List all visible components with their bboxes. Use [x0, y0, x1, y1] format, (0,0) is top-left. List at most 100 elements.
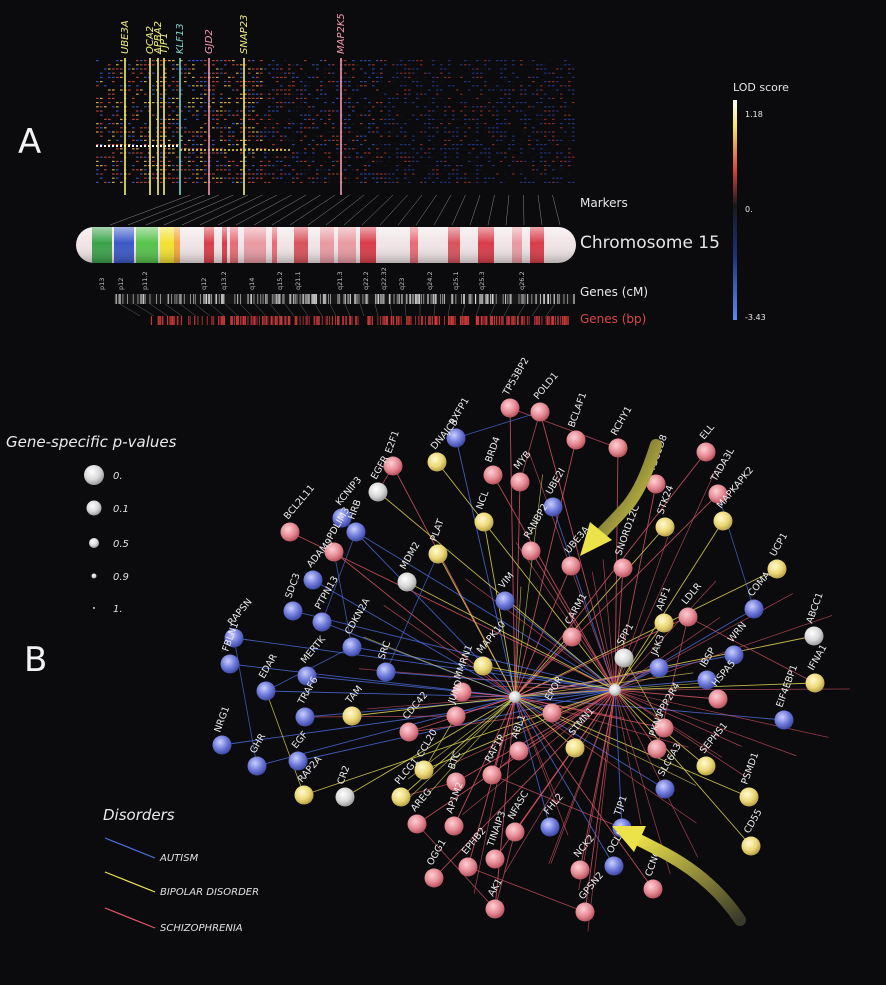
gene-node-tam[interactable]: TAM: [342, 684, 366, 726]
gene-node-eif4ebp1[interactable]: EIF4EBP1: [774, 663, 800, 730]
gene-node-bcl2l11[interactable]: BCL2L11: [280, 483, 318, 542]
gene-node-sdc3[interactable]: SDC3: [283, 572, 303, 621]
heatmap-cell: [268, 139, 271, 141]
gene-node-coma[interactable]: COMA: [744, 569, 774, 619]
heatmap-cell: [456, 135, 459, 137]
gene-node-plat[interactable]: PLAT: [428, 518, 448, 564]
heatmap-cell: [312, 139, 315, 141]
gene-bp-tick: [451, 316, 453, 325]
gene-cm-tick: [380, 294, 381, 304]
heatmap-cell: [404, 152, 407, 154]
gene-node-tinaip3[interactable]: TINAIP3: [485, 810, 508, 869]
network-edge: [614, 689, 642, 825]
heatmap-cell: [328, 81, 331, 83]
gene-node-cr2[interactable]: CR2: [335, 764, 355, 807]
heatmap-cell: [228, 102, 231, 104]
gene-node-brd4[interactable]: BRD4: [483, 435, 503, 485]
gene-bp-tick: [452, 316, 454, 325]
heatmap-cell: [324, 93, 327, 95]
heatmap-cell: [508, 89, 511, 91]
gene-node-src[interactable]: SRC: [376, 639, 396, 682]
heatmap-cell: [236, 165, 239, 167]
heatmap-cell: [224, 72, 227, 74]
gene-cm-tick: [527, 294, 529, 304]
gene-node-edar[interactable]: EDAR: [256, 652, 280, 701]
heatmap-cell: [236, 139, 239, 141]
gene-node-nrg1[interactable]: NRG1: [212, 705, 232, 755]
gene-node-ucp1[interactable]: UCP1: [767, 531, 791, 579]
gene-node-mdm2[interactable]: MDM2: [397, 540, 423, 592]
heatmap-cell: [568, 181, 571, 183]
gene-node-cd55[interactable]: CD55: [741, 807, 765, 856]
heatmap-cell: [200, 60, 203, 62]
heatmap-cell: [244, 127, 247, 129]
heatmap-cell: [140, 89, 143, 91]
gene-node-ranbp2[interactable]: RANBP2: [521, 502, 551, 561]
gene-node-ldlr[interactable]: LDLR: [678, 581, 705, 627]
gene-node-ell[interactable]: ELL: [696, 422, 718, 462]
gene-bp-tick: [264, 316, 266, 325]
gene-bp-connector: [254, 303, 267, 317]
gene-node-arf1[interactable]: ARF1: [654, 585, 674, 633]
gene-node-fbln1[interactable]: FBLN1: [220, 621, 241, 674]
gene-node-pold1[interactable]: POLD1: [530, 370, 561, 422]
gene-node-egfr[interactable]: EGFR: [368, 454, 392, 502]
gene-node-jund[interactable]: JUND: [446, 679, 466, 726]
gene-node-spp1[interactable]: SPP1: [614, 622, 637, 668]
heatmap-cell: [248, 60, 251, 62]
gene-node-ghr[interactable]: GHR: [247, 731, 269, 776]
gene-node-hspa5[interactable]: HSPA5: [708, 658, 739, 709]
gene-node-circle: [407, 814, 427, 834]
heatmap-cell: [116, 102, 119, 104]
gene-node-ogg1[interactable]: OGG1: [424, 838, 449, 888]
gene-bp-tick: [501, 316, 503, 325]
gene-node-abcc1[interactable]: ABCC1: [804, 591, 826, 646]
gene-node-psmd1[interactable]: PSMD1: [739, 751, 761, 807]
heatmap-cell: [300, 169, 303, 171]
heatmap-cell: [328, 177, 331, 179]
gene-node-raf1p[interactable]: RAF1P: [482, 733, 508, 785]
heatmap-cell: [468, 72, 471, 74]
gene-node-ncl[interactable]: NCL: [474, 489, 494, 532]
gene-node-circle: [342, 706, 362, 726]
heatmap-cell: [276, 106, 279, 108]
gene-cm-tick: [510, 294, 512, 304]
heatmap-cell: [368, 152, 371, 154]
heatmap-cell: [420, 156, 423, 158]
gene-node-bclaf1[interactable]: BCLAF1: [566, 391, 589, 450]
gene-node-e2f1[interactable]: E2F1: [383, 429, 403, 476]
gene-node-tp53bp2[interactable]: TP53BP2: [500, 356, 532, 418]
gene-node-myb[interactable]: MYB: [510, 449, 534, 492]
heatmap-cell: [432, 144, 435, 146]
gene-node-nck2[interactable]: NCK2: [570, 833, 598, 880]
gene-node-areg[interactable]: AREG: [407, 787, 435, 834]
gene-node-label: HSPA5: [710, 658, 738, 689]
gene-node-ephb2[interactable]: EPHB2: [458, 826, 489, 877]
gene-node-ak1[interactable]: AK1: [485, 877, 505, 919]
heatmap-cell: [128, 123, 131, 125]
lod-title: LOD score: [733, 81, 789, 94]
gene-node-traf6[interactable]: TRAF6: [295, 675, 321, 727]
heatmap-cell: [552, 97, 555, 99]
gene-node-circle: [696, 756, 716, 776]
gene-bp-tick: [189, 316, 191, 325]
heatmap-cell: [428, 81, 431, 83]
heatmap-cell: [268, 173, 271, 175]
gene-node-rchy1[interactable]: RCHY1: [608, 404, 635, 458]
heatmap-cell: [500, 123, 503, 125]
gene-bp-tick: [448, 316, 450, 325]
heatmap-cell: [304, 169, 307, 171]
heatmap-cell: [496, 102, 499, 104]
gene-cm-tick: [543, 294, 545, 304]
heatmap-cell: [168, 97, 171, 99]
gene-bp-tick: [460, 316, 462, 325]
gene-node-ifna1[interactable]: IFNA1: [805, 643, 830, 693]
gene-node-cdkn2a[interactable]: CDKN2A: [342, 596, 373, 657]
heatmap-cell: [384, 60, 387, 62]
heatmap-cell: [100, 135, 103, 137]
heatmap-cell: [180, 135, 183, 137]
heatmap-cell: [424, 135, 427, 137]
gene-cm-tick: [427, 294, 429, 304]
gene-node-circle: [485, 849, 505, 869]
